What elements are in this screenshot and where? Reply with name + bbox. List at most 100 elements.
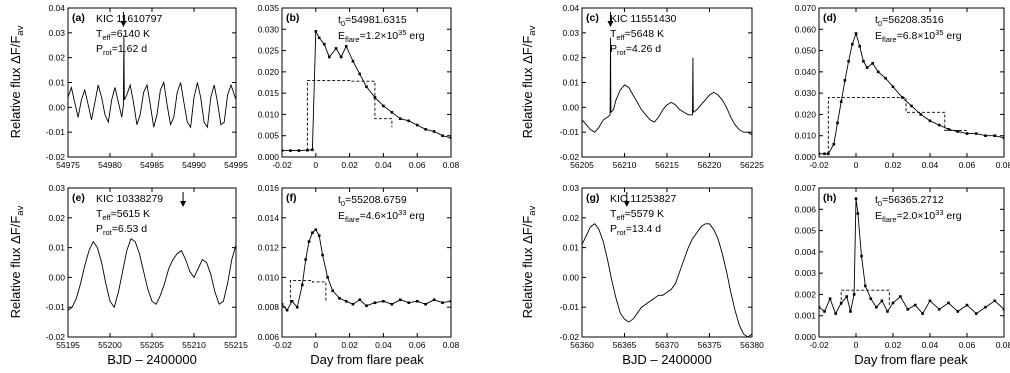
- data-point: [858, 45, 861, 48]
- x-tick-label: 0.04: [375, 160, 392, 170]
- energy-symbol: E: [875, 210, 882, 222]
- x-tick-label: 55205: [140, 340, 164, 350]
- y-axis-label: Relative flux ΔF/Fav: [520, 25, 538, 138]
- y-axis-label-sub: av: [527, 205, 538, 215]
- data-point: [823, 310, 826, 313]
- data-point: [297, 149, 301, 152]
- prot-symbol: P: [96, 43, 103, 55]
- data-point: [886, 310, 889, 313]
- prot-symbol: P: [610, 43, 617, 55]
- y-tick-label: 0.000: [795, 152, 817, 162]
- x-tick-label: 56210: [613, 160, 637, 170]
- flare-arrow-head: [623, 201, 630, 207]
- data-point: [338, 296, 341, 300]
- data-point: [289, 149, 292, 152]
- data-point: [826, 152, 830, 156]
- data-point: [424, 302, 427, 306]
- y-tick-label: 0.006: [795, 204, 817, 214]
- data-point: [314, 30, 318, 33]
- data-point: [871, 62, 874, 65]
- x-tick-label: 55215: [224, 340, 248, 350]
- x-tick-label: 0.02: [885, 160, 902, 170]
- teff-value: =5615 K: [111, 208, 150, 220]
- data-point: [307, 240, 311, 243]
- data-point: [956, 310, 960, 313]
- data-point: [928, 299, 932, 303]
- data-point: [891, 301, 895, 305]
- data-point: [449, 136, 451, 140]
- data-point: [899, 295, 902, 298]
- data-point: [937, 123, 941, 127]
- y-tick-label: 0.040: [795, 67, 817, 77]
- y-tick-label: 0.00: [562, 102, 579, 112]
- x-tick-label: 0.06: [959, 160, 976, 170]
- y-tick-label: 0.050: [795, 46, 817, 56]
- y-tick-label: 0.016: [258, 183, 280, 193]
- data-point: [906, 308, 910, 311]
- data-point: [311, 148, 314, 152]
- data-point: [1002, 308, 1004, 311]
- x-tick-label: 0.04: [922, 160, 939, 170]
- data-point: [390, 111, 394, 114]
- y-tick-label: 0.03: [562, 183, 579, 193]
- y-tick-label: 0.020: [258, 67, 280, 77]
- star-id: KIC 11551430: [610, 13, 677, 25]
- data-point: [832, 142, 836, 146]
- t0-sub: 0: [878, 19, 882, 28]
- energy-exponent: 33: [398, 208, 406, 217]
- x-tick-label: -0.02: [809, 160, 829, 170]
- panel-e: -0.02 -0.01 0.00 0.01 0.02 0.03 55195 55200 5520…: [46, 183, 248, 350]
- data-point: [856, 212, 860, 215]
- data-point: [880, 299, 884, 303]
- t0-sub: 0: [341, 19, 345, 28]
- data-point: [311, 231, 314, 234]
- data-point: [956, 130, 960, 133]
- y-tick-label: 0.030: [258, 24, 280, 34]
- data-point: [947, 128, 950, 131]
- data-point: [847, 59, 850, 63]
- data-point: [849, 310, 852, 313]
- x-axis-label: Day from flare peak: [310, 352, 424, 367]
- data-point: [1002, 136, 1004, 140]
- y-tick-label: 0.035: [258, 3, 280, 13]
- prot-text: Prot=1.62 d: [96, 43, 147, 57]
- energy-unit: erg: [407, 210, 425, 222]
- x-tick-label: 55200: [98, 340, 122, 350]
- flare-t0: t0=55208.6759: [338, 194, 407, 208]
- flare-energy: Eflare=1.2×1035 erg: [338, 28, 425, 44]
- data-point: [317, 36, 321, 40]
- y-tick-label: 0.025: [258, 46, 280, 56]
- data-point: [382, 299, 385, 303]
- panel-b: 0.0000.0050.0100.0150.0200.0250.0300.035…: [258, 3, 460, 170]
- data-point: [937, 308, 941, 311]
- panel-label: (c): [586, 12, 599, 24]
- data-point: [344, 299, 348, 303]
- panel-h: 0.000 0.001 0.002 0.003 0.004 0.005 0.006 0.007…: [795, 183, 1010, 350]
- y-tick-label: -0.02: [46, 152, 66, 162]
- prot-sub: rot: [617, 228, 627, 237]
- data-point: [862, 59, 865, 63]
- data-point: [373, 96, 377, 99]
- x-tick-label: 55195: [56, 340, 80, 350]
- prot-symbol: P: [610, 223, 617, 235]
- x-tick-label: 0.08: [996, 160, 1010, 170]
- data-point: [282, 149, 284, 152]
- x-axis-label: Day from flare peak: [854, 352, 968, 367]
- y-tick-label: 0.03: [48, 183, 65, 193]
- data-point: [373, 301, 377, 305]
- data-point: [415, 299, 419, 303]
- y-axis-label-main: Relative flux ΔF/F: [8, 216, 23, 319]
- x-tick-label: -0.02: [809, 340, 829, 350]
- y-tick-label: 0.015: [258, 88, 280, 98]
- data-point: [415, 123, 419, 127]
- data-point: [928, 119, 932, 123]
- panel-label: (g): [586, 192, 599, 204]
- t0-symbol: t: [875, 14, 878, 26]
- panel-d: 0.0000.0100.0200.0300.0400.0500.0600.070…: [795, 3, 1010, 170]
- t0-sub: 0: [878, 199, 882, 208]
- data-point: [351, 59, 355, 63]
- y-tick-label: -0.02: [560, 332, 580, 342]
- data-point: [947, 301, 950, 305]
- plot-frame: [67, 187, 237, 338]
- data-point: [322, 42, 326, 46]
